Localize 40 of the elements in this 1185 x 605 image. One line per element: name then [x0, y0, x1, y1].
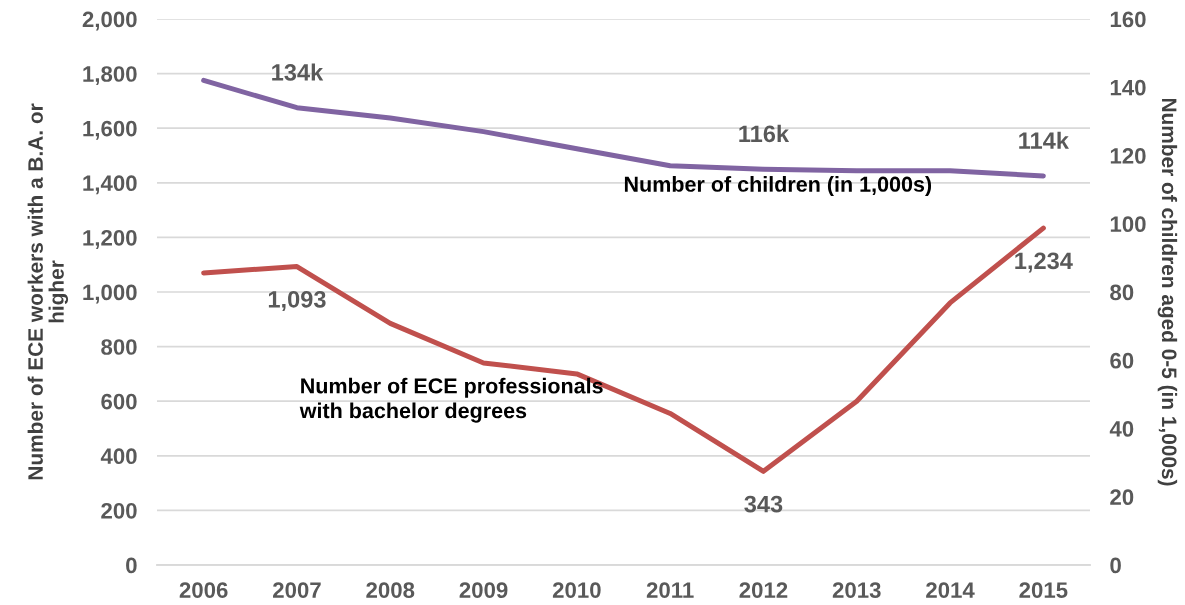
- y2-tick-label: 0: [1110, 557, 1121, 574]
- series-label: Number of children (in 1,000s): [624, 176, 932, 197]
- y2-tick-label: 20: [1110, 489, 1134, 506]
- x-tick-label: 2014: [926, 582, 975, 598]
- data-label: 343: [744, 495, 783, 513]
- x-tick-label: 2013: [832, 582, 881, 599]
- x-tick-label: 2007: [273, 582, 321, 598]
- y-tick-label: 800: [101, 339, 137, 355]
- y-tick-label: 400: [100, 448, 137, 465]
- y-tick-label: 1,000: [83, 284, 137, 304]
- data-label: 114k: [1019, 131, 1069, 149]
- y2-tick-label: 40: [1109, 421, 1134, 437]
- y2-tick-label: 80: [1110, 284, 1134, 301]
- y-tick-label: 2,000: [82, 11, 137, 31]
- y-tick-label: 200: [101, 502, 137, 519]
- y-tick-label: 1,200: [83, 229, 137, 249]
- y-tick-label: 1,600: [83, 120, 137, 140]
- y-tick-label: 0: [126, 557, 137, 574]
- data-label: 1,093: [268, 290, 326, 312]
- y-tick-label: 1,800: [83, 66, 137, 86]
- x-tick-label: 2011: [646, 582, 694, 598]
- x-tick-label: 2006: [179, 582, 228, 598]
- data-label: 134k: [272, 63, 324, 81]
- y-tick-label: 1,400: [83, 175, 137, 195]
- y2-tick-label: 140: [1110, 79, 1146, 96]
- data-label: 1,234: [1015, 252, 1073, 273]
- data-label: 116k: [739, 124, 790, 143]
- y-tick-label: 600: [101, 393, 137, 410]
- y2-tick-label: 120: [1110, 148, 1146, 164]
- x-tick-label: 2008: [366, 582, 415, 598]
- y2-axis-title: Number of children aged 0-5 (in 1,000s): [1157, 98, 1178, 486]
- x-tick-label: 2015: [1019, 582, 1068, 598]
- x-tick-label: 2009: [459, 582, 508, 598]
- y2-tick-label: 60: [1110, 352, 1134, 369]
- x-tick-label: 2012: [739, 582, 788, 598]
- y-axis-title: Number of ECE workers with a B.A. or higher: [27, 103, 69, 480]
- y2-tick-label: 100: [1110, 216, 1146, 233]
- y2-tick-label: 160: [1110, 11, 1146, 28]
- x-tick-label: 2010: [552, 582, 601, 598]
- series-label: Number of ECE professionals with bachelor degrees: [299, 377, 603, 423]
